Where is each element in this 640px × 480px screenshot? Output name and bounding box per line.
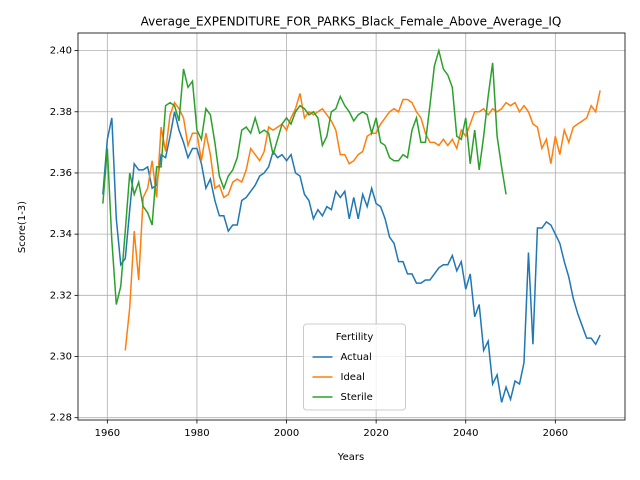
x-tick-label: 2040: [453, 428, 478, 439]
chart-title: Average_EXPENDITURE_FOR_PARKS_Black_Fema…: [141, 15, 562, 29]
x-tick-label: 2000: [274, 428, 299, 439]
x-tick-label: 1980: [184, 428, 209, 439]
y-tick-label: 2.32: [50, 290, 72, 301]
x-tick-label: 2020: [363, 428, 388, 439]
y-tick-label: 2.38: [50, 107, 72, 118]
legend-title: Fertility: [336, 332, 374, 343]
y-axis-label: Score(1-3): [17, 201, 28, 253]
series-line: [102, 111, 601, 403]
series-line: [124, 90, 601, 351]
legend-label: Actual: [341, 352, 372, 363]
y-tick-label: 2.28: [50, 413, 72, 424]
y-tick-label: 2.34: [50, 229, 72, 240]
x-tick-label: 2060: [543, 428, 568, 439]
x-axis-label: Years: [337, 452, 364, 463]
y-tick-label: 2.30: [50, 352, 72, 363]
y-tick-label: 2.40: [50, 46, 72, 57]
legend: Fertility Actual Ideal Sterile: [303, 323, 406, 411]
series-line: [102, 47, 507, 305]
y-tick-label: 2.36: [50, 168, 72, 179]
axes-frame: [77, 32, 626, 421]
legend-label: Ideal: [341, 372, 365, 383]
legend-label: Sterile: [341, 392, 373, 403]
legend-box: [303, 323, 406, 411]
x-tick-label: 1960: [95, 428, 120, 439]
